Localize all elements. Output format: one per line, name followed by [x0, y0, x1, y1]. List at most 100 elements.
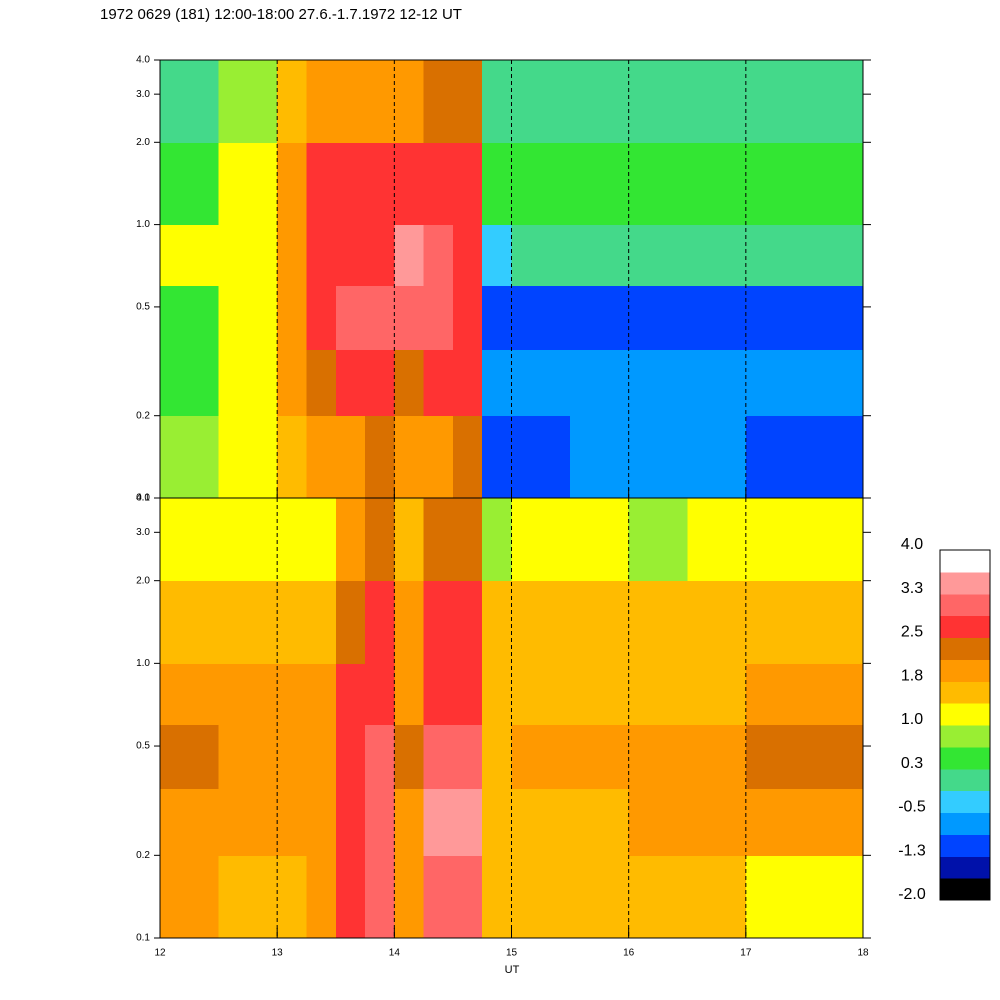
heatmap-cell [306, 415, 337, 499]
heatmap-cell [277, 724, 307, 790]
y-tick-label: 4.0 [136, 493, 150, 504]
heatmap-cell [335, 663, 366, 725]
heatmap-cell [804, 415, 864, 499]
heatmap-cell [365, 580, 395, 664]
heatmap-cell [335, 349, 366, 417]
colorbar-tick-label: 0.3 [901, 755, 923, 772]
chart-title: 1972 0629 (181) 12:00-18:00 27.6.-1.7.19… [100, 6, 462, 23]
colorbar-tick-label: 3.3 [901, 580, 923, 597]
heatmap-cell [335, 60, 366, 143]
heatmap-cell [570, 855, 630, 939]
y-tick-label: 4.0 [136, 55, 150, 66]
heatmap-cell [160, 663, 220, 725]
heatmap-cell [482, 224, 512, 286]
heatmap-cell [423, 788, 454, 856]
heatmap-cell [745, 724, 805, 790]
y-tick-label: 0.5 [136, 741, 150, 752]
heatmap-cell [218, 580, 278, 664]
heatmap-cell [511, 60, 571, 143]
heatmap-cell [365, 498, 395, 582]
heatmap-cell [306, 724, 337, 790]
y-tick-label: 0.1 [136, 933, 150, 944]
heatmap-cell [804, 788, 864, 856]
heatmap-cell [306, 224, 337, 286]
heatmap-cell [687, 349, 747, 417]
y-tick-label: 3.0 [136, 89, 150, 100]
heatmap-cell [687, 580, 747, 664]
heatmap-cell [687, 498, 747, 582]
heatmap-cell [365, 349, 395, 417]
plot-frame [159, 497, 864, 939]
heatmap-cell [160, 498, 220, 582]
heatmap-cell [628, 224, 688, 286]
heatmap-cell [687, 285, 747, 350]
heatmap-cell [335, 724, 366, 790]
heatmap-cell [628, 415, 688, 499]
heatmap-cell [804, 855, 864, 939]
heatmap-cell [218, 60, 278, 143]
colorbar-tick-label: 1.8 [901, 667, 923, 684]
heatmap-cell [394, 224, 425, 286]
heatmap-cell [745, 285, 805, 350]
colorbar-swatch [940, 746, 990, 770]
heatmap-cell [277, 855, 307, 939]
heatmap-cell [570, 498, 630, 582]
colorbar-frame [939, 549, 991, 901]
heatmap-cell [804, 285, 864, 350]
heatmap-cell [511, 855, 571, 939]
heatmap-cell [452, 415, 483, 499]
heatmap-cell [687, 663, 747, 725]
x-tick-label: 17 [740, 948, 752, 959]
heatmap-cell [394, 349, 425, 417]
heatmap-cell [452, 788, 483, 856]
colorbar-swatch [940, 593, 990, 617]
heatmap-cell [335, 788, 366, 856]
heatmap-cell [365, 663, 395, 725]
heatmap-cell [335, 142, 366, 226]
heatmap-cell [745, 855, 805, 939]
y-tick-label: 2.0 [136, 575, 150, 586]
colorbar-tick-label: -1.3 [898, 842, 926, 859]
heatmap-cell [335, 285, 366, 350]
heatmap-cell [511, 724, 571, 790]
heatmap-cell [306, 285, 337, 350]
heatmap-cell [277, 224, 307, 286]
colorbar-swatch [940, 856, 990, 879]
heatmap-cell [745, 498, 805, 582]
y-tick-label: 0.5 [136, 302, 150, 313]
y-tick-label: 1.0 [136, 658, 150, 669]
y-tick-label: 0.2 [136, 410, 150, 421]
heatmap-cell [335, 224, 366, 286]
heatmap-cell [452, 285, 483, 350]
heatmap-cell [687, 724, 747, 790]
heatmap-cell [423, 724, 454, 790]
heatmap-cell [335, 580, 366, 664]
heatmap-cell [628, 580, 688, 664]
colorbar-swatch [940, 878, 990, 901]
heatmap-cell [745, 415, 805, 499]
heatmap-cell [423, 498, 454, 582]
colorbar-tick-label: 1.0 [901, 711, 923, 728]
heatmap-cell [687, 855, 747, 939]
x-tick-label: 12 [154, 948, 166, 959]
colorbar-swatch [940, 571, 990, 595]
heatmap-cell [628, 498, 688, 582]
y-tick-label: 1.0 [136, 219, 150, 230]
x-tick-label: 14 [389, 948, 401, 959]
heatmap-cell [335, 415, 366, 499]
heatmap-cell [745, 580, 805, 664]
heatmap-cell [482, 285, 512, 350]
heatmap-cell [394, 855, 425, 939]
heatmap-cell [482, 724, 512, 790]
heatmap-cell [160, 349, 220, 417]
heatmap-cell [277, 498, 307, 582]
heatmap-cell [570, 349, 630, 417]
heatmap-cell [628, 142, 688, 226]
heatmap-cell [394, 788, 425, 856]
heatmap-cell [570, 142, 630, 226]
heatmap-cell [482, 415, 512, 499]
heatmap-cell [570, 285, 630, 350]
heatmap-cell [394, 285, 425, 350]
heatmap-cell [804, 224, 864, 286]
colorbar-swatch [940, 681, 990, 704]
